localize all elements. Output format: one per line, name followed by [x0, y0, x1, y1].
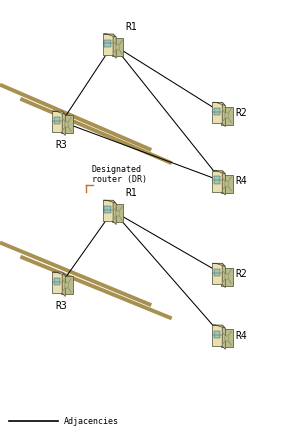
Polygon shape — [103, 200, 116, 203]
Polygon shape — [113, 200, 116, 224]
Text: R4: R4 — [235, 176, 247, 186]
Polygon shape — [214, 176, 220, 184]
Polygon shape — [54, 117, 60, 124]
Polygon shape — [212, 263, 222, 284]
Polygon shape — [212, 263, 225, 266]
Text: R1: R1 — [125, 188, 137, 198]
Polygon shape — [52, 111, 65, 114]
Polygon shape — [62, 111, 65, 135]
Polygon shape — [212, 102, 225, 105]
Polygon shape — [52, 272, 65, 275]
Text: Adjacencies: Adjacencies — [64, 417, 119, 426]
Polygon shape — [61, 277, 72, 294]
Polygon shape — [52, 111, 62, 132]
Polygon shape — [222, 325, 225, 349]
Polygon shape — [103, 200, 113, 221]
Polygon shape — [104, 40, 111, 47]
Polygon shape — [221, 329, 233, 347]
Polygon shape — [222, 263, 225, 288]
Polygon shape — [54, 278, 60, 285]
Text: R2: R2 — [235, 269, 247, 279]
Polygon shape — [221, 107, 233, 124]
Polygon shape — [212, 171, 225, 174]
Polygon shape — [222, 171, 225, 195]
Polygon shape — [104, 206, 111, 213]
Polygon shape — [224, 335, 229, 342]
Polygon shape — [113, 34, 116, 58]
Polygon shape — [64, 121, 69, 128]
Polygon shape — [212, 325, 222, 346]
Text: R3: R3 — [55, 301, 67, 311]
Polygon shape — [115, 210, 120, 217]
Polygon shape — [214, 108, 220, 116]
Polygon shape — [212, 171, 222, 192]
Text: R3: R3 — [55, 140, 67, 150]
Polygon shape — [224, 273, 229, 280]
Polygon shape — [62, 272, 65, 296]
Polygon shape — [61, 116, 72, 133]
Polygon shape — [224, 112, 229, 119]
Polygon shape — [221, 175, 233, 193]
Polygon shape — [115, 44, 120, 51]
Text: R4: R4 — [235, 331, 247, 340]
Polygon shape — [222, 102, 225, 127]
Polygon shape — [212, 102, 222, 123]
Polygon shape — [214, 269, 220, 277]
Text: R2: R2 — [235, 108, 247, 118]
Polygon shape — [112, 38, 123, 56]
Polygon shape — [212, 325, 225, 328]
Polygon shape — [112, 205, 123, 222]
Polygon shape — [52, 272, 62, 293]
Polygon shape — [224, 180, 229, 187]
Polygon shape — [221, 268, 233, 285]
Polygon shape — [103, 34, 113, 55]
Polygon shape — [214, 331, 220, 338]
Polygon shape — [64, 282, 69, 289]
Polygon shape — [103, 34, 116, 37]
Text: Designated
router (DR): Designated router (DR) — [92, 165, 147, 184]
Text: R1: R1 — [125, 22, 137, 32]
